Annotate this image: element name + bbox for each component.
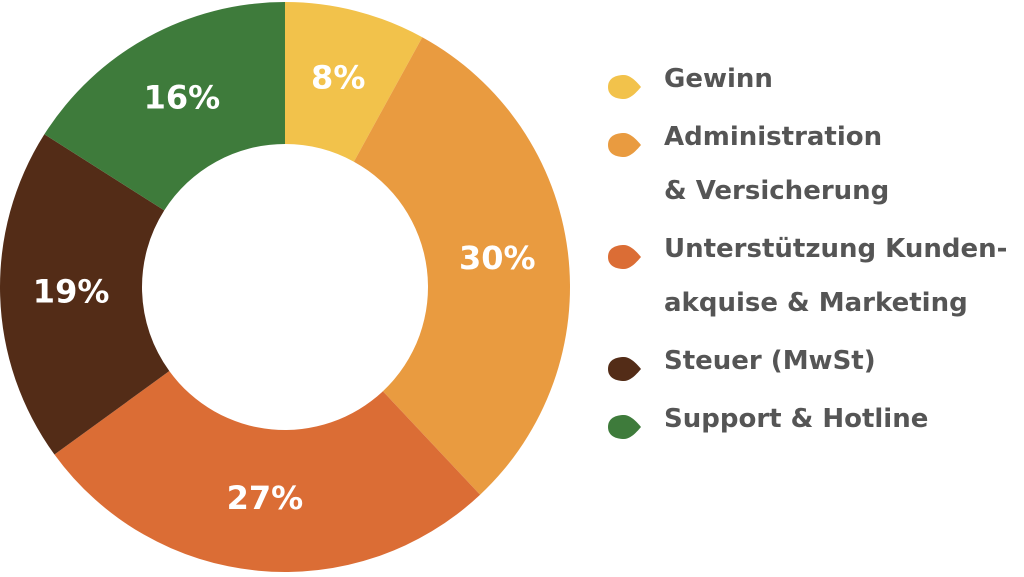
legend-swatch	[608, 133, 641, 157]
slice	[285, 2, 423, 162]
legend-swatch	[608, 245, 641, 269]
legend-item: Unterstützung Kunden- akquise & Marketin…	[606, 234, 1016, 330]
legend-icon	[608, 75, 641, 99]
legend-swatch	[608, 357, 641, 381]
slice	[44, 2, 285, 211]
slice	[353, 37, 571, 495]
legend-label: Gewinn	[664, 64, 773, 94]
legend-icon	[608, 415, 641, 439]
legend-item: Support & Hotline	[606, 404, 1016, 446]
value-label: 19%	[33, 273, 110, 311]
legend-label: Steuer (MwSt)	[664, 346, 876, 376]
value-label: 30%	[459, 239, 536, 277]
legend-item: Gewinn	[606, 64, 1016, 106]
legend-label: Support & Hotline	[664, 404, 929, 434]
legend-icon	[608, 245, 641, 269]
legend-swatch	[608, 415, 641, 439]
legend-item: Steuer (MwSt)	[606, 346, 1016, 388]
donut: 8% 30% 27% 19% 16%	[0, 2, 571, 573]
value-label: 16%	[144, 78, 221, 116]
legend-icon	[608, 357, 641, 381]
legend: Gewinn Administration & Versicherung Unter…	[606, 64, 1016, 464]
value-label: 27%	[227, 479, 304, 517]
legend-label: Unterstützung Kunden- akquise & Marketin…	[664, 234, 1008, 318]
slice	[0, 134, 170, 455]
value-label: 8%	[311, 59, 365, 97]
legend-label: Administration & Versicherung	[664, 122, 890, 206]
legend-icon	[608, 133, 641, 157]
slice	[54, 371, 481, 573]
legend-item: Administration & Versicherung	[606, 122, 1016, 218]
legend-swatch	[608, 75, 641, 99]
